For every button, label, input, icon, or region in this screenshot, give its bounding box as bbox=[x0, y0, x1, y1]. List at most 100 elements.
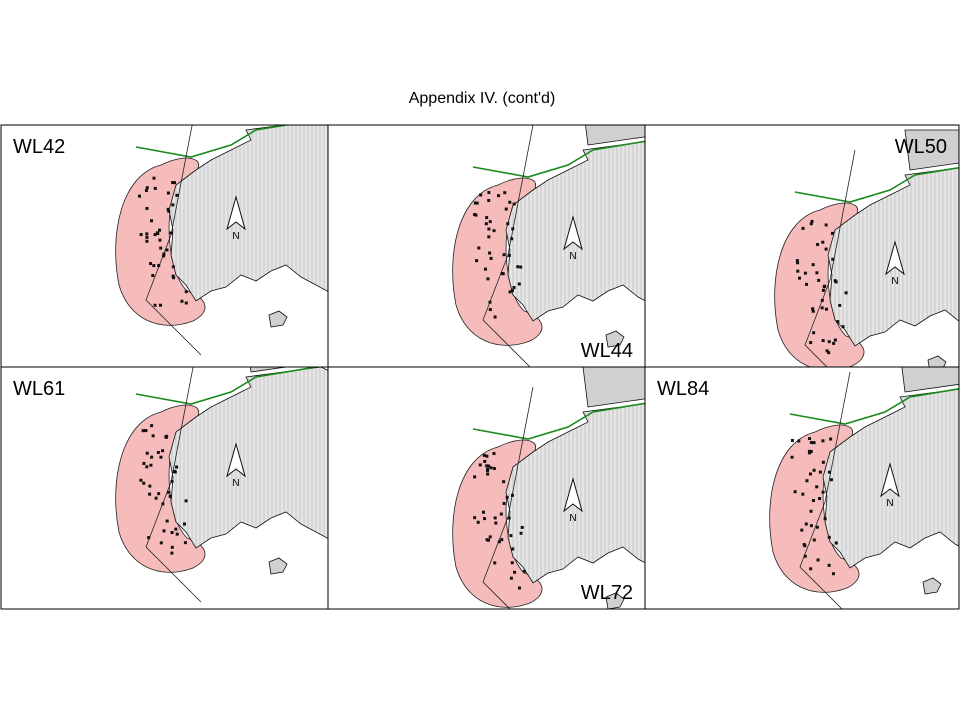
sighting-point bbox=[487, 198, 491, 202]
sighting-point bbox=[157, 264, 161, 268]
sighting-point bbox=[506, 222, 510, 226]
sighting-point bbox=[803, 271, 807, 275]
sighting-point bbox=[150, 455, 154, 459]
land-north bbox=[582, 367, 645, 408]
sighting-point bbox=[809, 524, 813, 528]
sighting-point bbox=[149, 262, 153, 266]
sighting-point bbox=[170, 551, 174, 555]
sighting-point bbox=[812, 468, 816, 472]
sighting-point bbox=[499, 512, 503, 516]
sighting-point bbox=[520, 525, 524, 529]
sighting-point bbox=[151, 274, 155, 278]
sighting-point bbox=[507, 253, 511, 257]
panel-label: WL44 bbox=[581, 340, 633, 362]
sighting-point bbox=[171, 180, 175, 184]
sighting-point bbox=[827, 470, 831, 474]
north-arrow bbox=[880, 462, 900, 498]
panel-label: WL84 bbox=[657, 378, 709, 400]
sighting-point bbox=[171, 265, 175, 269]
sighting-point bbox=[519, 531, 523, 535]
sighting-point bbox=[833, 338, 837, 342]
sighting-point bbox=[812, 441, 816, 445]
sighting-point bbox=[509, 534, 513, 538]
sighting-point bbox=[505, 495, 509, 499]
sighting-point bbox=[145, 465, 149, 469]
sighting-point bbox=[493, 561, 497, 565]
sighting-point bbox=[159, 246, 163, 250]
boundary-line bbox=[799, 371, 851, 609]
map-content: N bbox=[774, 129, 959, 367]
sighting-point bbox=[805, 282, 809, 286]
sighting-point bbox=[810, 219, 814, 223]
sighting-point bbox=[834, 280, 838, 284]
sighting-point bbox=[834, 541, 838, 545]
sighting-point bbox=[139, 478, 143, 482]
sighting-point bbox=[159, 455, 163, 459]
sighting-point bbox=[500, 538, 504, 542]
sighting-point bbox=[145, 186, 149, 190]
sighting-point bbox=[473, 475, 477, 479]
sighting-point bbox=[493, 516, 497, 520]
sighting-point bbox=[818, 470, 822, 474]
sighting-point bbox=[809, 341, 813, 345]
sighting-point bbox=[142, 481, 146, 485]
sighting-point bbox=[809, 567, 813, 571]
sighting-point bbox=[510, 237, 514, 241]
map-panel: N WL42 bbox=[0, 124, 329, 368]
boundary-line bbox=[145, 367, 202, 603]
sighting-point bbox=[823, 517, 827, 521]
sighting-point bbox=[172, 276, 176, 280]
sighting-point bbox=[170, 479, 174, 483]
sighting-point bbox=[831, 257, 835, 261]
sighting-point bbox=[811, 499, 815, 503]
sighting-point bbox=[151, 434, 155, 438]
sighting-point bbox=[483, 517, 487, 521]
map-panel: N WL50 bbox=[644, 124, 960, 368]
sighting-point bbox=[831, 572, 835, 576]
sighting-point bbox=[175, 193, 179, 197]
sighting-point bbox=[510, 493, 514, 497]
green-line bbox=[472, 402, 645, 440]
sighting-point bbox=[145, 451, 149, 455]
sighting-point bbox=[479, 193, 483, 197]
land-north bbox=[904, 129, 959, 171]
sighting-point bbox=[175, 532, 179, 536]
sighting-point bbox=[170, 545, 174, 549]
sighting-point bbox=[790, 438, 794, 442]
island bbox=[268, 310, 288, 328]
sighting-point bbox=[825, 349, 829, 353]
sighting-point bbox=[145, 235, 149, 239]
sighting-point bbox=[800, 528, 804, 532]
sighting-point bbox=[820, 298, 824, 302]
sighting-point bbox=[796, 269, 800, 273]
map-layer: N bbox=[115, 367, 328, 603]
sighting-point bbox=[184, 301, 188, 305]
sighting-point bbox=[827, 351, 831, 355]
sighting-point bbox=[487, 190, 491, 194]
map-layer: N bbox=[769, 367, 959, 609]
sighting-point bbox=[494, 521, 498, 525]
sighting-point bbox=[485, 216, 489, 220]
sighting-point bbox=[502, 253, 506, 257]
north-arrow bbox=[226, 195, 246, 231]
sighting-point bbox=[487, 235, 491, 239]
map-layer: N bbox=[452, 125, 645, 367]
sighting-point bbox=[508, 200, 512, 204]
sighting-point bbox=[519, 265, 523, 269]
sighting-point bbox=[830, 231, 834, 235]
panel-label: WL42 bbox=[13, 136, 65, 158]
sighting-point bbox=[811, 263, 815, 267]
sighting-point bbox=[804, 522, 808, 526]
sighting-point bbox=[805, 479, 809, 483]
sighting-point bbox=[808, 437, 812, 441]
map-panel: N WL44 bbox=[327, 124, 646, 368]
island bbox=[605, 330, 625, 348]
sighting-point bbox=[158, 228, 162, 232]
sighting-point bbox=[790, 455, 794, 459]
sighting-point bbox=[503, 191, 507, 195]
panel-label: WL72 bbox=[581, 582, 633, 604]
sighting-point bbox=[841, 325, 845, 329]
sighting-point bbox=[827, 563, 831, 567]
green-line bbox=[135, 367, 317, 405]
sighting-point bbox=[166, 207, 170, 211]
